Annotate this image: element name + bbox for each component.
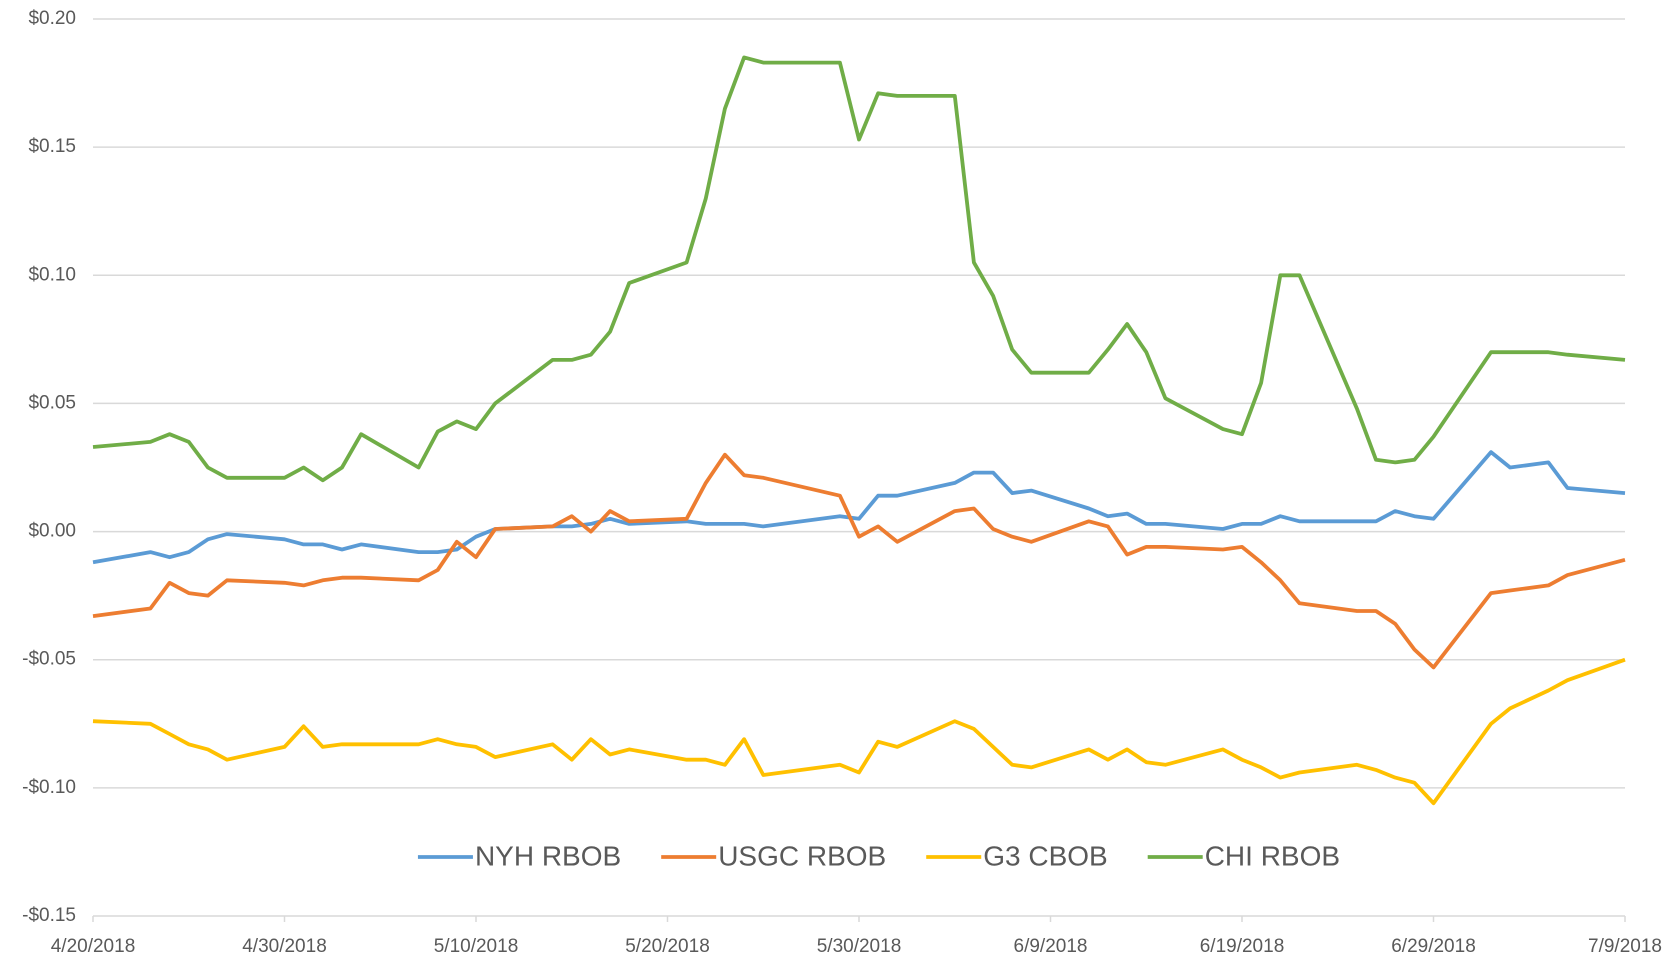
x-tick-label: 7/9/2018 [1588,936,1662,957]
x-tick-label: 6/19/2018 [1200,936,1285,957]
legend-label: NYH RBOB [475,840,621,871]
y-tick-label: $0.05 [28,392,76,413]
y-tick-label: -$0.10 [22,777,76,798]
x-tick-label: 5/10/2018 [434,936,519,957]
legend: NYH RBOB USGC RBOB G3 CBOB CHI RBOB [417,840,1340,871]
legend-label: CHI RBOB [1205,840,1340,871]
legend-label: G3 CBOB [983,840,1107,871]
x-tick-label: 4/30/2018 [242,936,327,957]
x-tick-label: 4/20/2018 [51,936,136,957]
y-tick-label: $0.20 [28,8,76,29]
series-line [92,657,1626,806]
legend-item: USGC RBOB [661,840,886,871]
legend-item: CHI RBOB [1147,840,1340,871]
y-tick-label: $0.15 [28,136,76,157]
series-line [92,55,1626,483]
series-line [92,450,1626,565]
legend-item: NYH RBOB [417,840,621,871]
x-tick-label: 5/30/2018 [817,936,902,957]
y-tick-label: $0.10 [28,264,76,285]
legend-label: USGC RBOB [718,840,886,871]
x-tick-label: 6/9/2018 [1014,936,1088,957]
legend-item: G3 CBOB [926,840,1108,871]
y-tick-label: $0.00 [28,521,76,542]
y-tick-label: -$0.05 [22,649,76,670]
y-tick-label: -$0.15 [22,905,76,926]
x-tick-label: 5/20/2018 [625,936,710,957]
series-line [92,452,1626,670]
x-tick-label: 6/29/2018 [1391,936,1476,957]
